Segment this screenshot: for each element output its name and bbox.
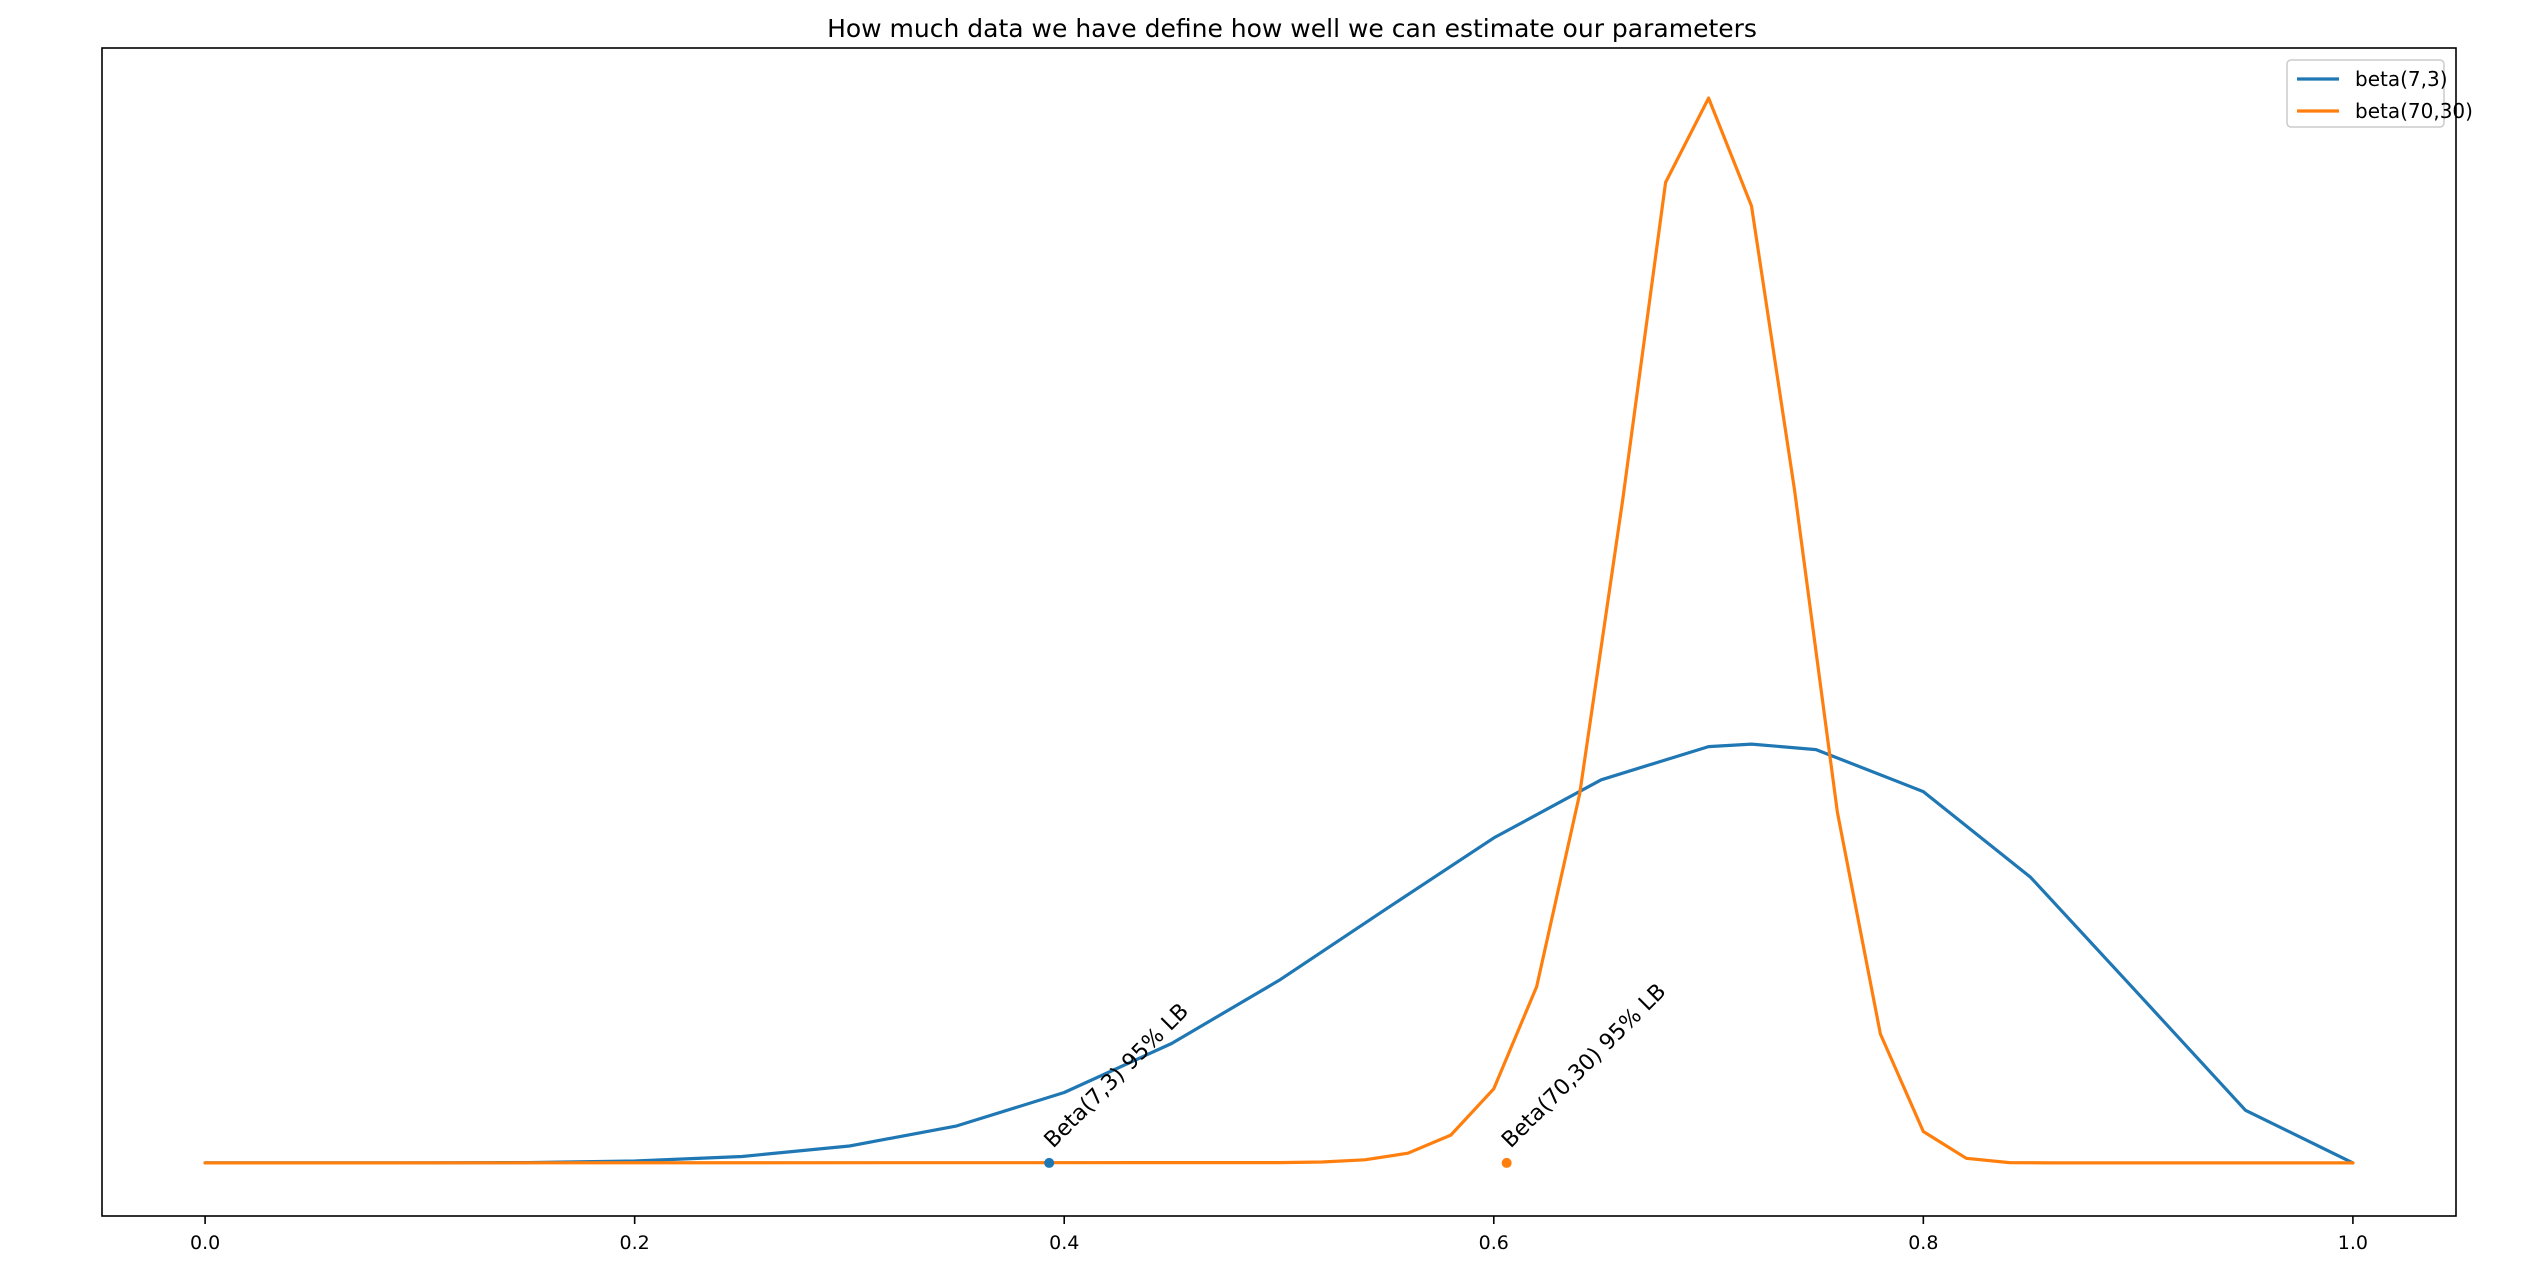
- axes-frame: [101, 47, 2457, 1217]
- x-tick-label: 0.8: [1908, 1232, 1938, 1254]
- x-tick-label: 1.0: [2338, 1232, 2368, 1254]
- plot-area: [203, 96, 2355, 1165]
- lower-bound-annotation-0: Beta(7,3) 95% LB: [1040, 999, 1194, 1153]
- legend-label: beta(70,30): [2355, 99, 2473, 123]
- annotations: Beta(7,3) 95% LB Beta(70,30) 95% LB: [1040, 979, 1671, 1168]
- lower-bound-annotation-1: Beta(70,30) 95% LB: [1497, 979, 1671, 1153]
- chart-title: How much data we have define how well we…: [827, 14, 1757, 43]
- x-tick-label: 0.4: [1049, 1232, 1079, 1254]
- x-tick-label: 0.6: [1479, 1232, 1509, 1254]
- x-axis: 0.0 0.2 0.4 0.6 0.8 1.0: [190, 1216, 2368, 1254]
- x-tick-label: 0.0: [190, 1232, 220, 1254]
- legend: beta(7,3) beta(70,30): [2286, 59, 2473, 128]
- legend-label: beta(7,3): [2355, 67, 2448, 91]
- lower-bound-marker-1: [1501, 1157, 1512, 1168]
- x-tick-label: 0.2: [620, 1232, 650, 1254]
- series-line-0: [203, 742, 2355, 1165]
- series-line-1: [203, 96, 2355, 1165]
- lower-bound-marker-0: [1044, 1157, 1055, 1168]
